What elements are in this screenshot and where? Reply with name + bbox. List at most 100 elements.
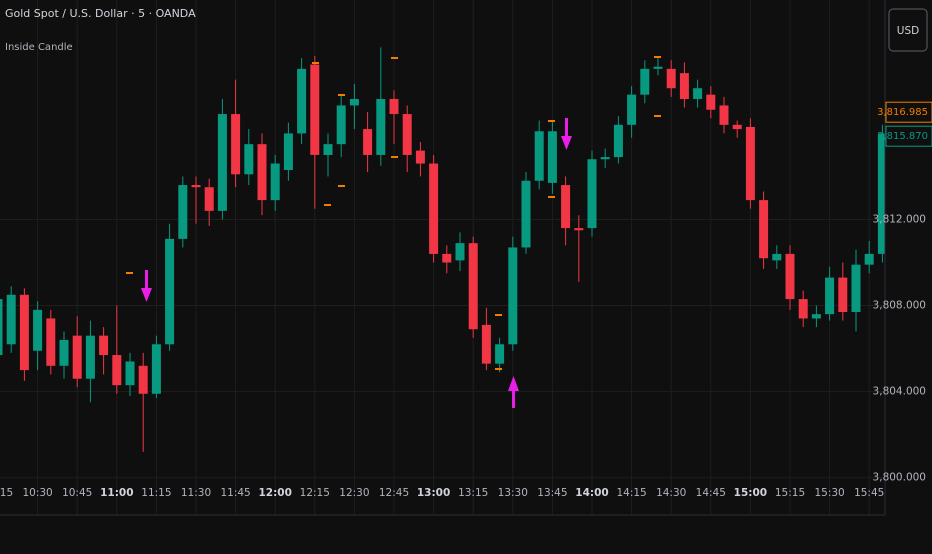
candle-body bbox=[851, 264, 861, 313]
y-tick-label: 3,812.000 bbox=[873, 213, 926, 225]
candle-body bbox=[468, 243, 478, 330]
candle-body bbox=[495, 344, 505, 364]
candle-body bbox=[283, 133, 293, 170]
y-tick-label: 3,804.000 bbox=[873, 386, 926, 398]
x-tick-label: 12:15 bbox=[300, 487, 330, 499]
candle-body bbox=[125, 361, 135, 386]
candle-body bbox=[732, 124, 742, 130]
candle-body bbox=[587, 159, 597, 229]
x-tick-label: 15:30 bbox=[814, 487, 844, 499]
candle-body bbox=[204, 187, 214, 211]
candle-body bbox=[231, 114, 241, 175]
candle-body bbox=[363, 129, 373, 155]
x-tick-label: 10:30 bbox=[22, 487, 52, 499]
x-tick-label: 15:15 bbox=[775, 487, 805, 499]
candle-body bbox=[138, 365, 148, 394]
inside-candle-markers bbox=[126, 56, 661, 370]
candle-body bbox=[693, 88, 703, 99]
candle-body bbox=[798, 299, 808, 319]
candle-body bbox=[640, 68, 650, 95]
candle-body bbox=[59, 339, 69, 366]
candle-body bbox=[46, 318, 56, 366]
candle-body bbox=[191, 185, 201, 188]
candle-body bbox=[877, 133, 887, 254]
candle-body bbox=[561, 185, 571, 229]
candle-body bbox=[376, 98, 386, 155]
candle-body bbox=[706, 94, 716, 110]
signal-arrows bbox=[141, 118, 572, 408]
candle-body bbox=[719, 105, 729, 125]
candle-body bbox=[481, 324, 491, 364]
candle-body bbox=[99, 335, 109, 356]
candle-body bbox=[323, 144, 333, 155]
x-tick-label: 14:45 bbox=[696, 487, 726, 499]
indicator-name: Inside Candle bbox=[5, 42, 73, 53]
candle-body bbox=[85, 335, 95, 379]
candle-body bbox=[112, 355, 122, 386]
candle-body bbox=[72, 335, 82, 379]
chart-title: Gold Spot / U.S. Dollar · 5 · OANDA bbox=[5, 7, 196, 20]
candle-body bbox=[600, 157, 610, 160]
x-tick-label: 11:15 bbox=[141, 487, 171, 499]
candle-body bbox=[679, 73, 689, 99]
candle-body bbox=[244, 144, 254, 175]
x-tick-label: 11:00 bbox=[100, 487, 133, 499]
x-tick-label: 14:00 bbox=[575, 487, 608, 499]
price-label-box bbox=[885, 125, 932, 147]
x-tick-label: 13:00 bbox=[417, 487, 450, 499]
candle-body bbox=[429, 163, 439, 254]
x-tick-label: 15:45 bbox=[854, 487, 884, 499]
candle-body bbox=[178, 185, 188, 239]
candle-body bbox=[772, 253, 782, 261]
x-tick-label: 10:45 bbox=[62, 487, 92, 499]
candle-body bbox=[349, 98, 359, 106]
y-tick-label: 3,808.000 bbox=[873, 300, 926, 312]
candle-body bbox=[415, 150, 425, 164]
x-tick-label: 13:30 bbox=[498, 487, 528, 499]
x-tick-label: 12:45 bbox=[379, 487, 409, 499]
candle-body bbox=[825, 277, 835, 315]
candle-body bbox=[838, 277, 848, 313]
candle-body bbox=[508, 247, 518, 345]
candle-body bbox=[666, 68, 676, 89]
x-tick-label: 12:30 bbox=[339, 487, 369, 499]
price-label: 3,815.870 bbox=[877, 131, 928, 142]
candle-body bbox=[785, 253, 795, 300]
price-label: 3,816.985 bbox=[877, 107, 928, 118]
candle-body bbox=[402, 114, 412, 155]
candle-body bbox=[270, 163, 280, 201]
candle-body bbox=[310, 64, 320, 155]
x-tick-label: 11:45 bbox=[220, 487, 250, 499]
candle-body bbox=[257, 144, 267, 201]
x-tick-label: 15:00 bbox=[734, 487, 767, 499]
candle-body bbox=[217, 114, 227, 211]
x-tick-label: 13:15 bbox=[458, 487, 488, 499]
x-tick-label: 11:30 bbox=[181, 487, 211, 499]
candle-body bbox=[627, 94, 637, 125]
candle-body bbox=[297, 68, 307, 134]
candle-body bbox=[455, 243, 465, 261]
currency-button[interactable] bbox=[888, 8, 928, 52]
candle-body bbox=[811, 314, 821, 319]
candle-body bbox=[389, 98, 399, 115]
candle-body bbox=[547, 131, 557, 183]
x-tick-label: 14:30 bbox=[656, 487, 686, 499]
candle-body bbox=[653, 66, 663, 69]
price-label-box bbox=[885, 101, 932, 123]
candle-body bbox=[336, 105, 346, 145]
candle-body bbox=[613, 124, 623, 158]
price-axis-panel bbox=[885, 0, 932, 550]
candle-body bbox=[442, 253, 452, 263]
candle-body bbox=[534, 131, 544, 181]
candle-body bbox=[6, 294, 16, 345]
candle-body bbox=[165, 238, 175, 345]
candle-body bbox=[759, 200, 769, 259]
candle-body bbox=[521, 180, 531, 248]
x-tick-label: 13:45 bbox=[537, 487, 567, 499]
currency-label[interactable]: USD bbox=[897, 25, 919, 37]
x-tick-label: 14:15 bbox=[616, 487, 646, 499]
x-tick-label: 10:15 bbox=[0, 487, 13, 499]
candle-body bbox=[745, 126, 755, 201]
x-tick-label: 12:00 bbox=[258, 487, 291, 499]
